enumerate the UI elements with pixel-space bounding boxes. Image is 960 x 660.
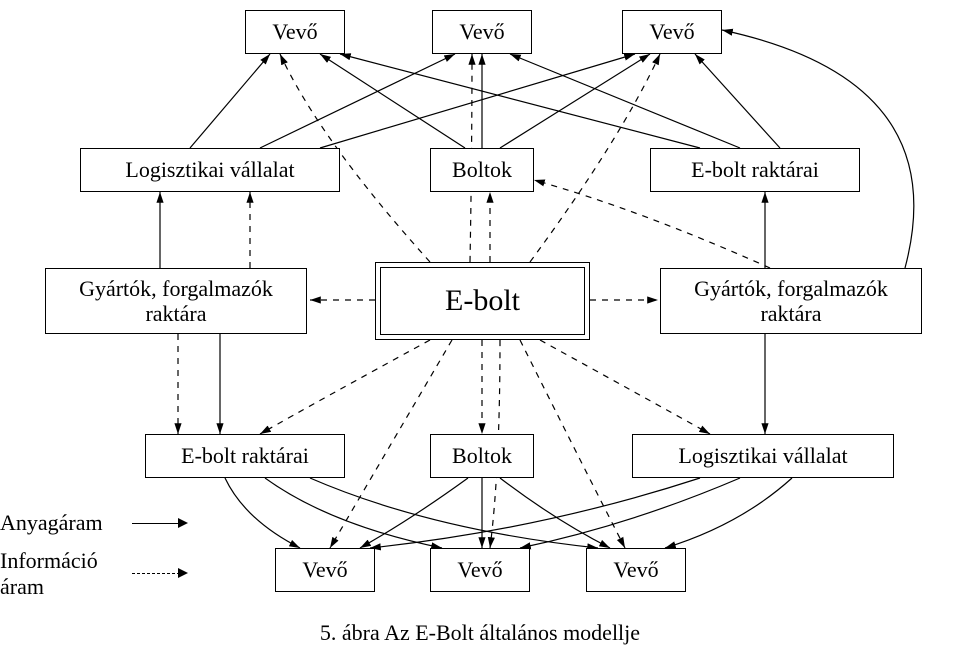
legend-information-arrow <box>178 568 188 578</box>
diagram-stage: Vevő Vevő Vevő Logisztikai vállalat Bolt… <box>0 0 960 660</box>
node-gyartok-left: Gyártók, forgalmazók raktára <box>45 268 307 334</box>
legend-information-label: Információ áram <box>0 548 130 600</box>
node-label: E-bolt <box>445 284 520 319</box>
node-label: Vevő <box>649 19 694 44</box>
node-label: Boltok <box>452 157 512 182</box>
node-label: E-bolt raktárai <box>691 157 819 182</box>
figure-caption: 5. ábra Az E-Bolt általános modellje <box>0 620 960 646</box>
node-label: Vevő <box>613 557 658 582</box>
node-vevo-t3: Vevő <box>622 10 722 54</box>
legend-material-line <box>132 523 180 524</box>
node-label: Gyártók, forgalmazók raktára <box>669 276 913 327</box>
caption-text: 5. ábra Az E-Bolt általános modellje <box>320 620 640 645</box>
node-gyartok-right: Gyártók, forgalmazók raktára <box>660 268 922 334</box>
node-label: Logisztikai vállalat <box>125 157 294 182</box>
legend-text: Anyagáram <box>0 510 103 535</box>
legend-material-label: Anyagáram <box>0 510 130 536</box>
node-label: Vevő <box>457 557 502 582</box>
node-vevo-t1: Vevő <box>245 10 345 54</box>
node-label: Vevő <box>272 19 317 44</box>
node-ebolt: E-bolt <box>375 262 590 340</box>
node-label: Logisztikai vállalat <box>678 443 847 468</box>
node-vevo-b3: Vevő <box>586 548 686 592</box>
node-boltok-top: Boltok <box>430 148 534 192</box>
node-label: Vevő <box>459 19 504 44</box>
node-boltok-bottom: Boltok <box>430 434 534 478</box>
legend-information-line <box>132 573 180 574</box>
node-vevo-b2: Vevő <box>430 548 530 592</box>
legend-text: Információ áram <box>0 548 98 599</box>
node-label: Boltok <box>452 443 512 468</box>
node-logisztika-top: Logisztikai vállalat <box>80 148 340 192</box>
legend-material-arrow <box>178 518 188 528</box>
node-vevo-t2: Vevő <box>432 10 532 54</box>
node-label: Vevő <box>302 557 347 582</box>
node-label: E-bolt raktárai <box>181 443 309 468</box>
node-ebolt-raktarai-top: E-bolt raktárai <box>650 148 860 192</box>
node-logisztika-bottom: Logisztikai vállalat <box>632 434 894 478</box>
node-vevo-b1: Vevő <box>275 548 375 592</box>
node-label: Gyártók, forgalmazók raktára <box>54 276 298 327</box>
node-ebolt-raktarai-bottom: E-bolt raktárai <box>145 434 345 478</box>
